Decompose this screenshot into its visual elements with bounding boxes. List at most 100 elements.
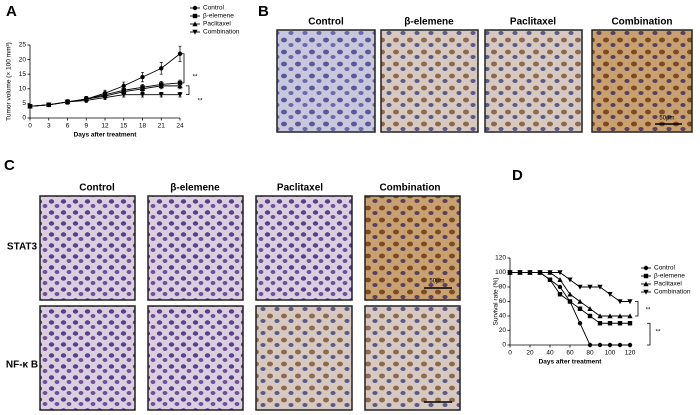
- legend-marker: [643, 289, 649, 295]
- panel-label: B: [258, 3, 269, 20]
- marker: [547, 277, 553, 282]
- column-header: β-elemene: [170, 183, 220, 194]
- bracket: [635, 301, 639, 317]
- bracket: [181, 53, 185, 84]
- x-axis-label: Days after treatment: [74, 132, 138, 139]
- legend-label: Control: [654, 265, 676, 272]
- row-label: NF-κ B: [6, 360, 38, 371]
- annotation: **: [655, 329, 661, 336]
- x-tick-label: 6: [66, 123, 70, 130]
- y-tick-label: 60: [499, 298, 507, 305]
- y-tick-label: 80: [499, 284, 507, 291]
- y-tick-label: 0: [502, 342, 506, 349]
- micrograph: [484, 29, 583, 133]
- x-tick-label: 100: [605, 350, 616, 357]
- marker: [577, 284, 583, 290]
- marker: [627, 313, 633, 319]
- column-header: Paclitaxel: [277, 183, 323, 194]
- micrograph: [380, 29, 479, 133]
- legend-label: β-elemene: [654, 273, 685, 280]
- y-tick-label: 15: [19, 71, 27, 78]
- legend-marker: [643, 273, 649, 279]
- marker: [577, 306, 583, 311]
- x-tick-label: 18: [139, 123, 147, 130]
- annotation: **: [645, 307, 651, 314]
- marker: [158, 83, 164, 89]
- marker: [587, 313, 593, 319]
- bracket: [647, 322, 651, 346]
- marker: [527, 270, 533, 276]
- marker: [567, 299, 573, 304]
- annotation: **: [197, 98, 203, 105]
- micrograph: [147, 305, 244, 411]
- marker: [627, 342, 633, 348]
- marker: [567, 291, 573, 297]
- micrograph: [276, 29, 376, 133]
- micrograph: [147, 195, 244, 301]
- marker: [517, 270, 523, 276]
- marker: [557, 270, 563, 276]
- marker: [607, 321, 613, 326]
- series-line: [510, 272, 630, 346]
- legend-marker: [192, 13, 198, 19]
- bracket: [186, 85, 190, 96]
- marker: [577, 321, 583, 326]
- marker: [537, 270, 543, 276]
- marker: [627, 321, 633, 326]
- x-axis-label: Days after treatment: [539, 359, 603, 366]
- panel-label: C: [4, 157, 15, 174]
- marker: [83, 98, 89, 104]
- marker: [617, 313, 623, 319]
- legend-label: Control: [203, 5, 225, 12]
- y-axis-label: Tumor volume (× 100 mm³): [6, 42, 13, 121]
- marker: [158, 92, 164, 98]
- marker: [607, 342, 613, 348]
- y-tick-label: 100: [495, 269, 506, 276]
- x-tick-label: 120: [625, 350, 636, 357]
- marker: [121, 92, 127, 98]
- marker: [121, 83, 126, 89]
- y-tick-label: 10: [19, 86, 27, 93]
- scale-label: 50μm: [429, 279, 444, 285]
- x-tick-label: 0: [28, 123, 32, 130]
- y-tick-label: 40: [499, 313, 507, 320]
- column-header: Control: [308, 17, 344, 28]
- marker: [617, 321, 623, 326]
- column-header: β-elemene: [404, 17, 454, 28]
- micrograph: [39, 195, 136, 301]
- marker: [557, 284, 563, 290]
- marker: [159, 66, 164, 71]
- marker: [607, 292, 613, 297]
- row-label: STAT3: [7, 242, 38, 253]
- y-tick-label: 0: [22, 115, 26, 122]
- micrograph: [364, 195, 461, 301]
- marker: [547, 270, 553, 276]
- marker: [507, 270, 513, 276]
- marker: [177, 51, 183, 56]
- legend-marker: [192, 5, 198, 11]
- y-tick-label: 20: [19, 56, 27, 63]
- marker: [587, 306, 593, 311]
- marker: [139, 92, 146, 98]
- marker: [627, 299, 633, 305]
- marker: [140, 74, 145, 80]
- y-tick-label: 25: [19, 42, 27, 49]
- legend-marker: [643, 265, 649, 271]
- x-tick-label: 9: [84, 123, 88, 130]
- x-tick-label: 80: [586, 350, 594, 357]
- marker: [607, 313, 613, 319]
- marker: [597, 321, 603, 326]
- marker: [27, 104, 33, 109]
- micrograph: [591, 29, 693, 133]
- x-tick-label: 20: [526, 350, 534, 357]
- x-tick-label: 0: [508, 350, 512, 357]
- y-tick-label: 120: [495, 255, 506, 262]
- legend-label: Combination: [654, 289, 691, 296]
- y-tick-label: 5: [22, 100, 26, 107]
- micrograph: [255, 195, 353, 301]
- legend-label: Paclitaxel: [654, 281, 682, 288]
- marker: [587, 342, 593, 348]
- column-header: Paclitaxel: [510, 17, 556, 28]
- legend-marker: [643, 281, 649, 287]
